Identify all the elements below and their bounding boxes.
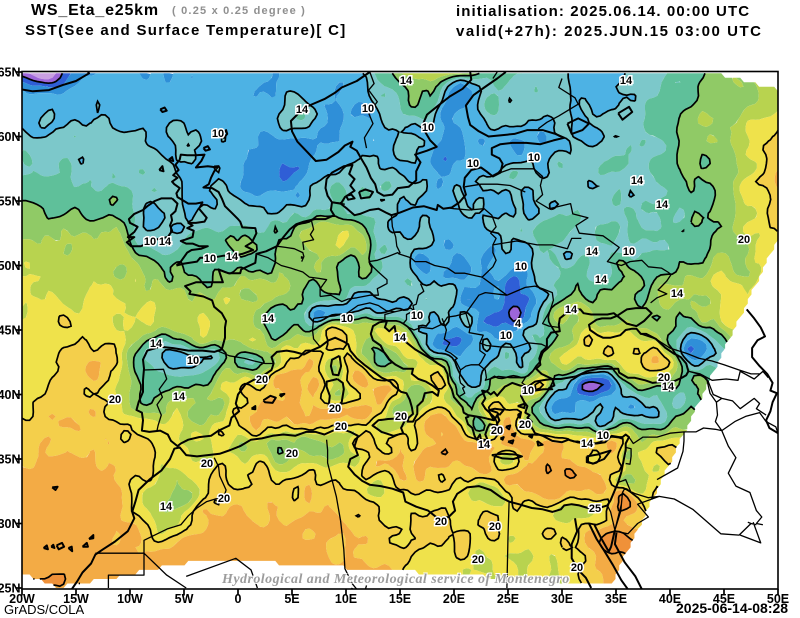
svg-text:20: 20 <box>201 458 213 470</box>
svg-text:14: 14 <box>394 332 407 344</box>
svg-text:10: 10 <box>522 385 534 397</box>
svg-text:5E: 5E <box>284 592 299 606</box>
svg-text:10: 10 <box>362 103 374 115</box>
svg-text:40E: 40E <box>659 592 681 606</box>
svg-text:10W: 10W <box>117 592 143 606</box>
svg-text:20: 20 <box>491 425 503 437</box>
svg-text:10: 10 <box>515 261 527 273</box>
svg-text:50E: 50E <box>767 592 789 606</box>
svg-text:10: 10 <box>623 246 635 258</box>
svg-text:14: 14 <box>656 199 669 211</box>
svg-text:4: 4 <box>515 318 522 330</box>
svg-text:14: 14 <box>478 439 491 451</box>
svg-text:14: 14 <box>173 391 186 403</box>
svg-text:30N: 30N <box>0 517 21 531</box>
svg-text:14: 14 <box>159 236 172 248</box>
svg-text:20: 20 <box>329 403 341 415</box>
svg-text:20: 20 <box>658 372 670 384</box>
svg-text:14: 14 <box>160 501 173 513</box>
svg-text:30E: 30E <box>551 592 573 606</box>
svg-text:14: 14 <box>620 75 633 87</box>
svg-text:20: 20 <box>218 493 230 505</box>
svg-text:20: 20 <box>256 374 268 386</box>
svg-text:45N: 45N <box>0 324 21 338</box>
svg-text:40N: 40N <box>0 388 21 402</box>
svg-text:15W: 15W <box>63 592 89 606</box>
svg-text:20: 20 <box>395 411 407 423</box>
svg-text:14: 14 <box>595 274 608 286</box>
svg-text:10: 10 <box>597 430 609 442</box>
svg-text:0: 0 <box>235 592 242 606</box>
svg-text:10: 10 <box>341 313 353 325</box>
svg-text:45E: 45E <box>713 592 735 606</box>
svg-text:15E: 15E <box>389 592 411 606</box>
svg-text:20W: 20W <box>9 592 35 606</box>
svg-text:20: 20 <box>738 234 750 246</box>
svg-text:10: 10 <box>411 310 423 322</box>
svg-text:14: 14 <box>262 313 275 325</box>
svg-text:65N: 65N <box>0 66 21 80</box>
svg-text:10: 10 <box>422 122 434 134</box>
svg-text:20: 20 <box>435 516 447 528</box>
svg-text:14: 14 <box>565 304 578 316</box>
svg-text:20: 20 <box>489 521 501 533</box>
svg-text:10: 10 <box>212 128 224 140</box>
svg-text:50N: 50N <box>0 259 21 273</box>
svg-text:14: 14 <box>296 104 309 116</box>
svg-text:35N: 35N <box>0 453 21 467</box>
svg-text:10: 10 <box>144 236 156 248</box>
svg-text:20: 20 <box>472 554 484 566</box>
svg-text:5W: 5W <box>175 592 194 606</box>
svg-text:25E: 25E <box>497 592 519 606</box>
svg-text:20: 20 <box>519 419 531 431</box>
svg-text:10: 10 <box>187 355 199 367</box>
svg-text:20: 20 <box>286 448 298 460</box>
svg-text:10: 10 <box>500 330 512 342</box>
svg-text:20E: 20E <box>443 592 465 606</box>
svg-text:14: 14 <box>150 338 163 350</box>
svg-text:20: 20 <box>109 394 121 406</box>
svg-text:10: 10 <box>528 152 540 164</box>
svg-text:14: 14 <box>631 175 644 187</box>
svg-text:35E: 35E <box>605 592 627 606</box>
svg-text:10E: 10E <box>335 592 357 606</box>
svg-text:14: 14 <box>400 75 413 87</box>
svg-text:20: 20 <box>335 421 347 433</box>
svg-text:14: 14 <box>662 381 675 393</box>
svg-text:55N: 55N <box>0 195 21 209</box>
svg-text:14: 14 <box>226 251 239 263</box>
svg-text:25: 25 <box>589 503 601 515</box>
svg-text:14: 14 <box>581 438 594 450</box>
svg-text:60N: 60N <box>0 130 21 144</box>
svg-text:10: 10 <box>467 158 479 170</box>
svg-text:10: 10 <box>204 253 216 265</box>
svg-text:14: 14 <box>671 288 684 300</box>
svg-text:25N: 25N <box>0 582 21 596</box>
svg-text:14: 14 <box>586 246 599 258</box>
svg-text:20: 20 <box>571 562 583 574</box>
